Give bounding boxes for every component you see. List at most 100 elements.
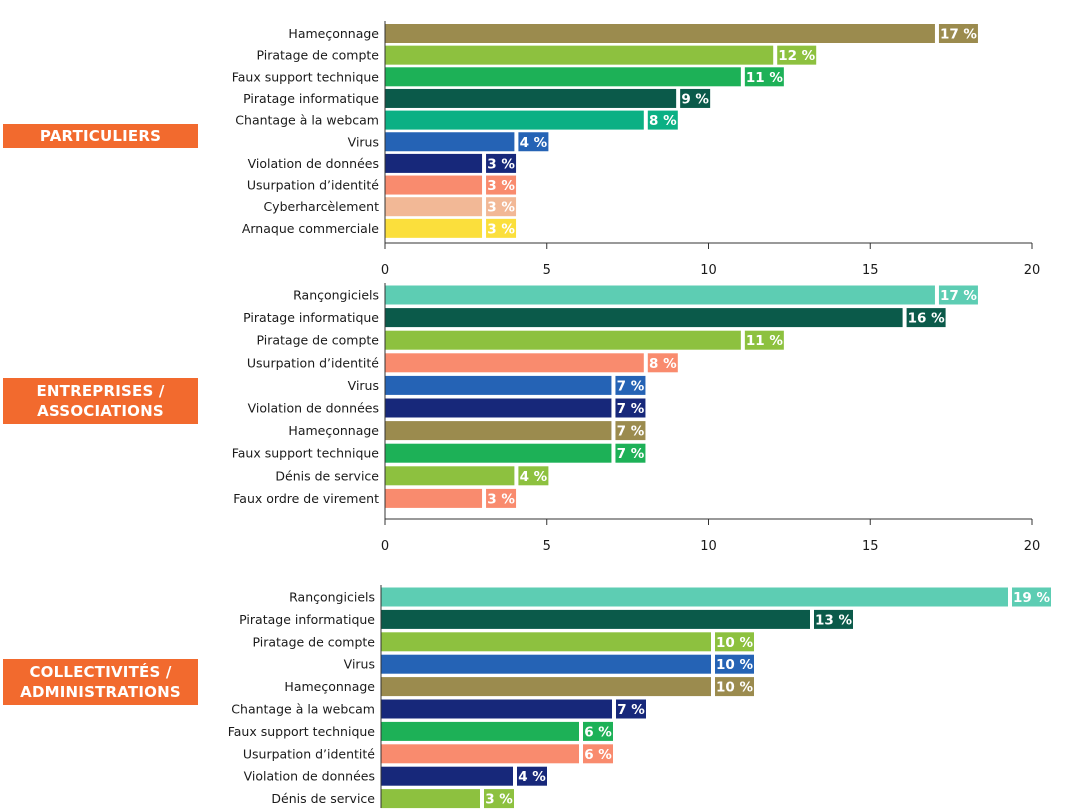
- category-label: Virus: [348, 134, 379, 149]
- value-label: 16 %: [908, 311, 945, 327]
- bar: [381, 677, 711, 697]
- bar: [385, 466, 515, 486]
- value-label: 19 %: [1013, 590, 1050, 606]
- value-label: 7 %: [617, 702, 645, 718]
- bar: [385, 153, 483, 173]
- value-label-box: [744, 67, 784, 87]
- category-label: Faux ordre de virement: [233, 491, 379, 506]
- value-label-box: [814, 609, 853, 629]
- bar: [381, 654, 711, 674]
- value-label: 3 %: [487, 221, 515, 237]
- value-label-box: [647, 110, 678, 130]
- value-label: 3 %: [487, 200, 515, 216]
- x-tick-label: 20: [1024, 263, 1041, 278]
- bar: [385, 24, 935, 43]
- category-label: Piratage informatique: [243, 91, 379, 106]
- value-label: 10 %: [716, 680, 753, 696]
- category-label: Virus: [344, 657, 375, 672]
- category-label: Dénis de service: [275, 468, 379, 483]
- value-label-box: [1012, 587, 1051, 607]
- x-tick-label: 10: [700, 263, 717, 278]
- value-label: 17 %: [940, 288, 977, 304]
- section-tag-line: ENTREPRISES /: [36, 382, 165, 400]
- bar: [381, 721, 579, 741]
- x-tick-label: 20: [1024, 539, 1041, 554]
- bar: [385, 218, 483, 238]
- category-label: Rançongiciels: [289, 590, 375, 605]
- category-label: Piratage de compte: [256, 333, 379, 348]
- value-label-box: [518, 132, 549, 152]
- x-tick-label: 5: [543, 539, 551, 554]
- value-label: 13 %: [815, 612, 852, 628]
- value-label-box: [647, 353, 678, 373]
- category-label: Rançongiciels: [293, 288, 379, 303]
- value-label: 6 %: [584, 747, 612, 763]
- bar: [385, 398, 612, 418]
- value-label-box: [517, 766, 547, 786]
- bar: [381, 766, 513, 786]
- category-label: Usurpation d’identité: [247, 355, 379, 370]
- category-label: Piratage informatique: [243, 310, 379, 325]
- value-label-box: [486, 175, 517, 195]
- value-label: 3 %: [487, 178, 515, 194]
- section-tag-line: COLLECTIVITÉS /: [29, 663, 172, 681]
- bar: [385, 375, 612, 395]
- category-label: Hameçonnage: [288, 26, 379, 41]
- value-label-box: [583, 721, 613, 741]
- category-label: Piratage informatique: [239, 612, 375, 627]
- section-tag-line: PARTICULIERS: [39, 127, 162, 145]
- value-label: 12 %: [778, 48, 815, 64]
- value-label: 11 %: [746, 333, 783, 349]
- value-label-box: [486, 197, 517, 217]
- value-label-box: [486, 218, 517, 238]
- bar: [385, 132, 515, 152]
- bar: [385, 421, 612, 441]
- category-label: Violation de données: [244, 769, 375, 784]
- value-label: 6 %: [584, 724, 612, 740]
- value-label-box: [615, 443, 646, 463]
- value-label: 11 %: [746, 70, 783, 86]
- category-label: Faux support technique: [232, 69, 380, 84]
- category-label: Dénis de service: [271, 791, 375, 806]
- value-label-box: [715, 677, 754, 697]
- section-tag-line: ASSOCIATIONS: [37, 402, 164, 420]
- bar: [385, 488, 483, 508]
- category-label: Faux support technique: [232, 446, 380, 461]
- category-label: Usurpation d’identité: [243, 746, 375, 761]
- value-label-box: [938, 24, 978, 43]
- category-label: Cyberharcèlement: [263, 199, 379, 214]
- value-label: 9 %: [681, 91, 709, 107]
- category-label: Hameçonnage: [284, 679, 375, 694]
- value-label: 7 %: [617, 378, 645, 394]
- value-label: 3 %: [487, 156, 515, 172]
- x-tick-label: 5: [543, 263, 551, 278]
- value-label: 8 %: [649, 113, 677, 129]
- x-tick-label: 15: [862, 539, 879, 554]
- bar: [381, 699, 612, 719]
- section-tag-particuliers: PARTICULIERS: [3, 124, 198, 148]
- value-label-box: [486, 153, 517, 173]
- category-label: Piratage de compte: [256, 48, 379, 63]
- category-label: Violation de données: [248, 156, 379, 171]
- category-label: Hameçonnage: [288, 423, 379, 438]
- bar: [385, 67, 741, 87]
- value-label: 8 %: [649, 356, 677, 372]
- value-label: 4 %: [520, 135, 548, 151]
- x-tick-label: 0: [381, 539, 389, 554]
- value-label: 7 %: [617, 401, 645, 417]
- value-label: 10 %: [716, 657, 753, 673]
- value-label: 4 %: [518, 769, 546, 785]
- category-label: Virus: [348, 378, 379, 393]
- section-tag-entreprises: ENTREPRISES / ASSOCIATIONS: [3, 378, 198, 424]
- category-label: Arnaque commerciale: [242, 221, 379, 236]
- value-label: 3 %: [485, 792, 513, 808]
- value-label: 17 %: [940, 27, 977, 43]
- bar: [385, 197, 483, 217]
- value-label-box: [938, 285, 978, 305]
- value-label-box: [906, 308, 946, 328]
- bar: [385, 110, 644, 130]
- bar: [385, 330, 741, 350]
